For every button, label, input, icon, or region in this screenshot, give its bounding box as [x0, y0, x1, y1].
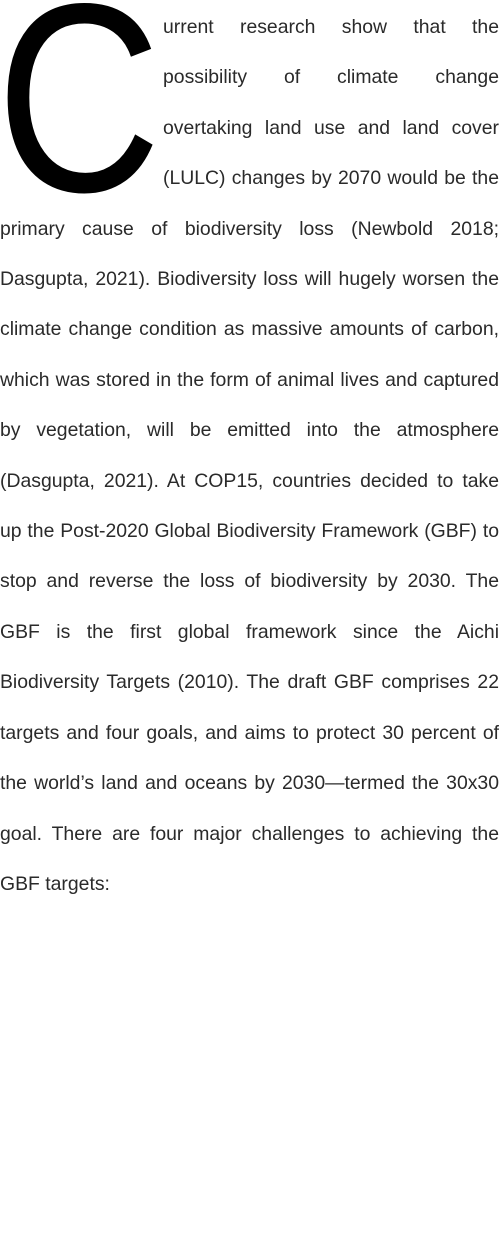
drop-cap: C	[0, 0, 162, 249]
body-text: urrent research show that the possibilit…	[0, 16, 499, 895]
drop-cap-box: C	[0, 0, 163, 233]
